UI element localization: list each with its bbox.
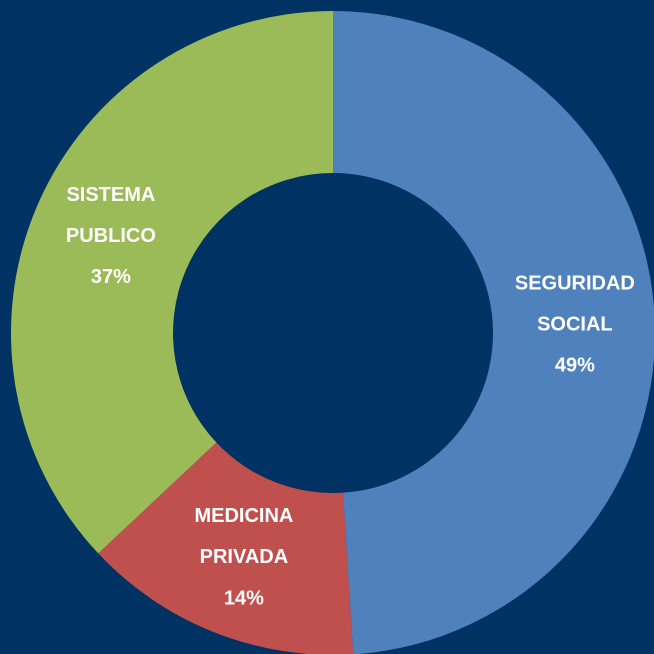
slice-label-line: PUBLICO	[66, 225, 156, 247]
donut-slice	[10, 11, 333, 554]
slice-label-line: PRIVADA	[200, 546, 289, 568]
slice-label-line: SEGURIDAD	[515, 273, 635, 295]
slice-value-label: 14%	[224, 587, 264, 609]
slice-label-line: SISTEMA	[66, 184, 155, 206]
donut-slice	[333, 11, 654, 654]
slice-value-label: 37%	[91, 266, 131, 288]
donut-slice	[98, 442, 354, 654]
slice-label: SEGURIDAD SOCIAL	[515, 273, 635, 336]
slice-label-line: SOCIAL	[537, 314, 613, 336]
slice-label: SISTEMA PUBLICO	[66, 184, 156, 247]
slice-value-label: 49%	[555, 355, 595, 377]
slice-label: MEDICINA PRIVADA	[194, 505, 293, 568]
slice-label-line: MEDICINA	[194, 505, 293, 527]
